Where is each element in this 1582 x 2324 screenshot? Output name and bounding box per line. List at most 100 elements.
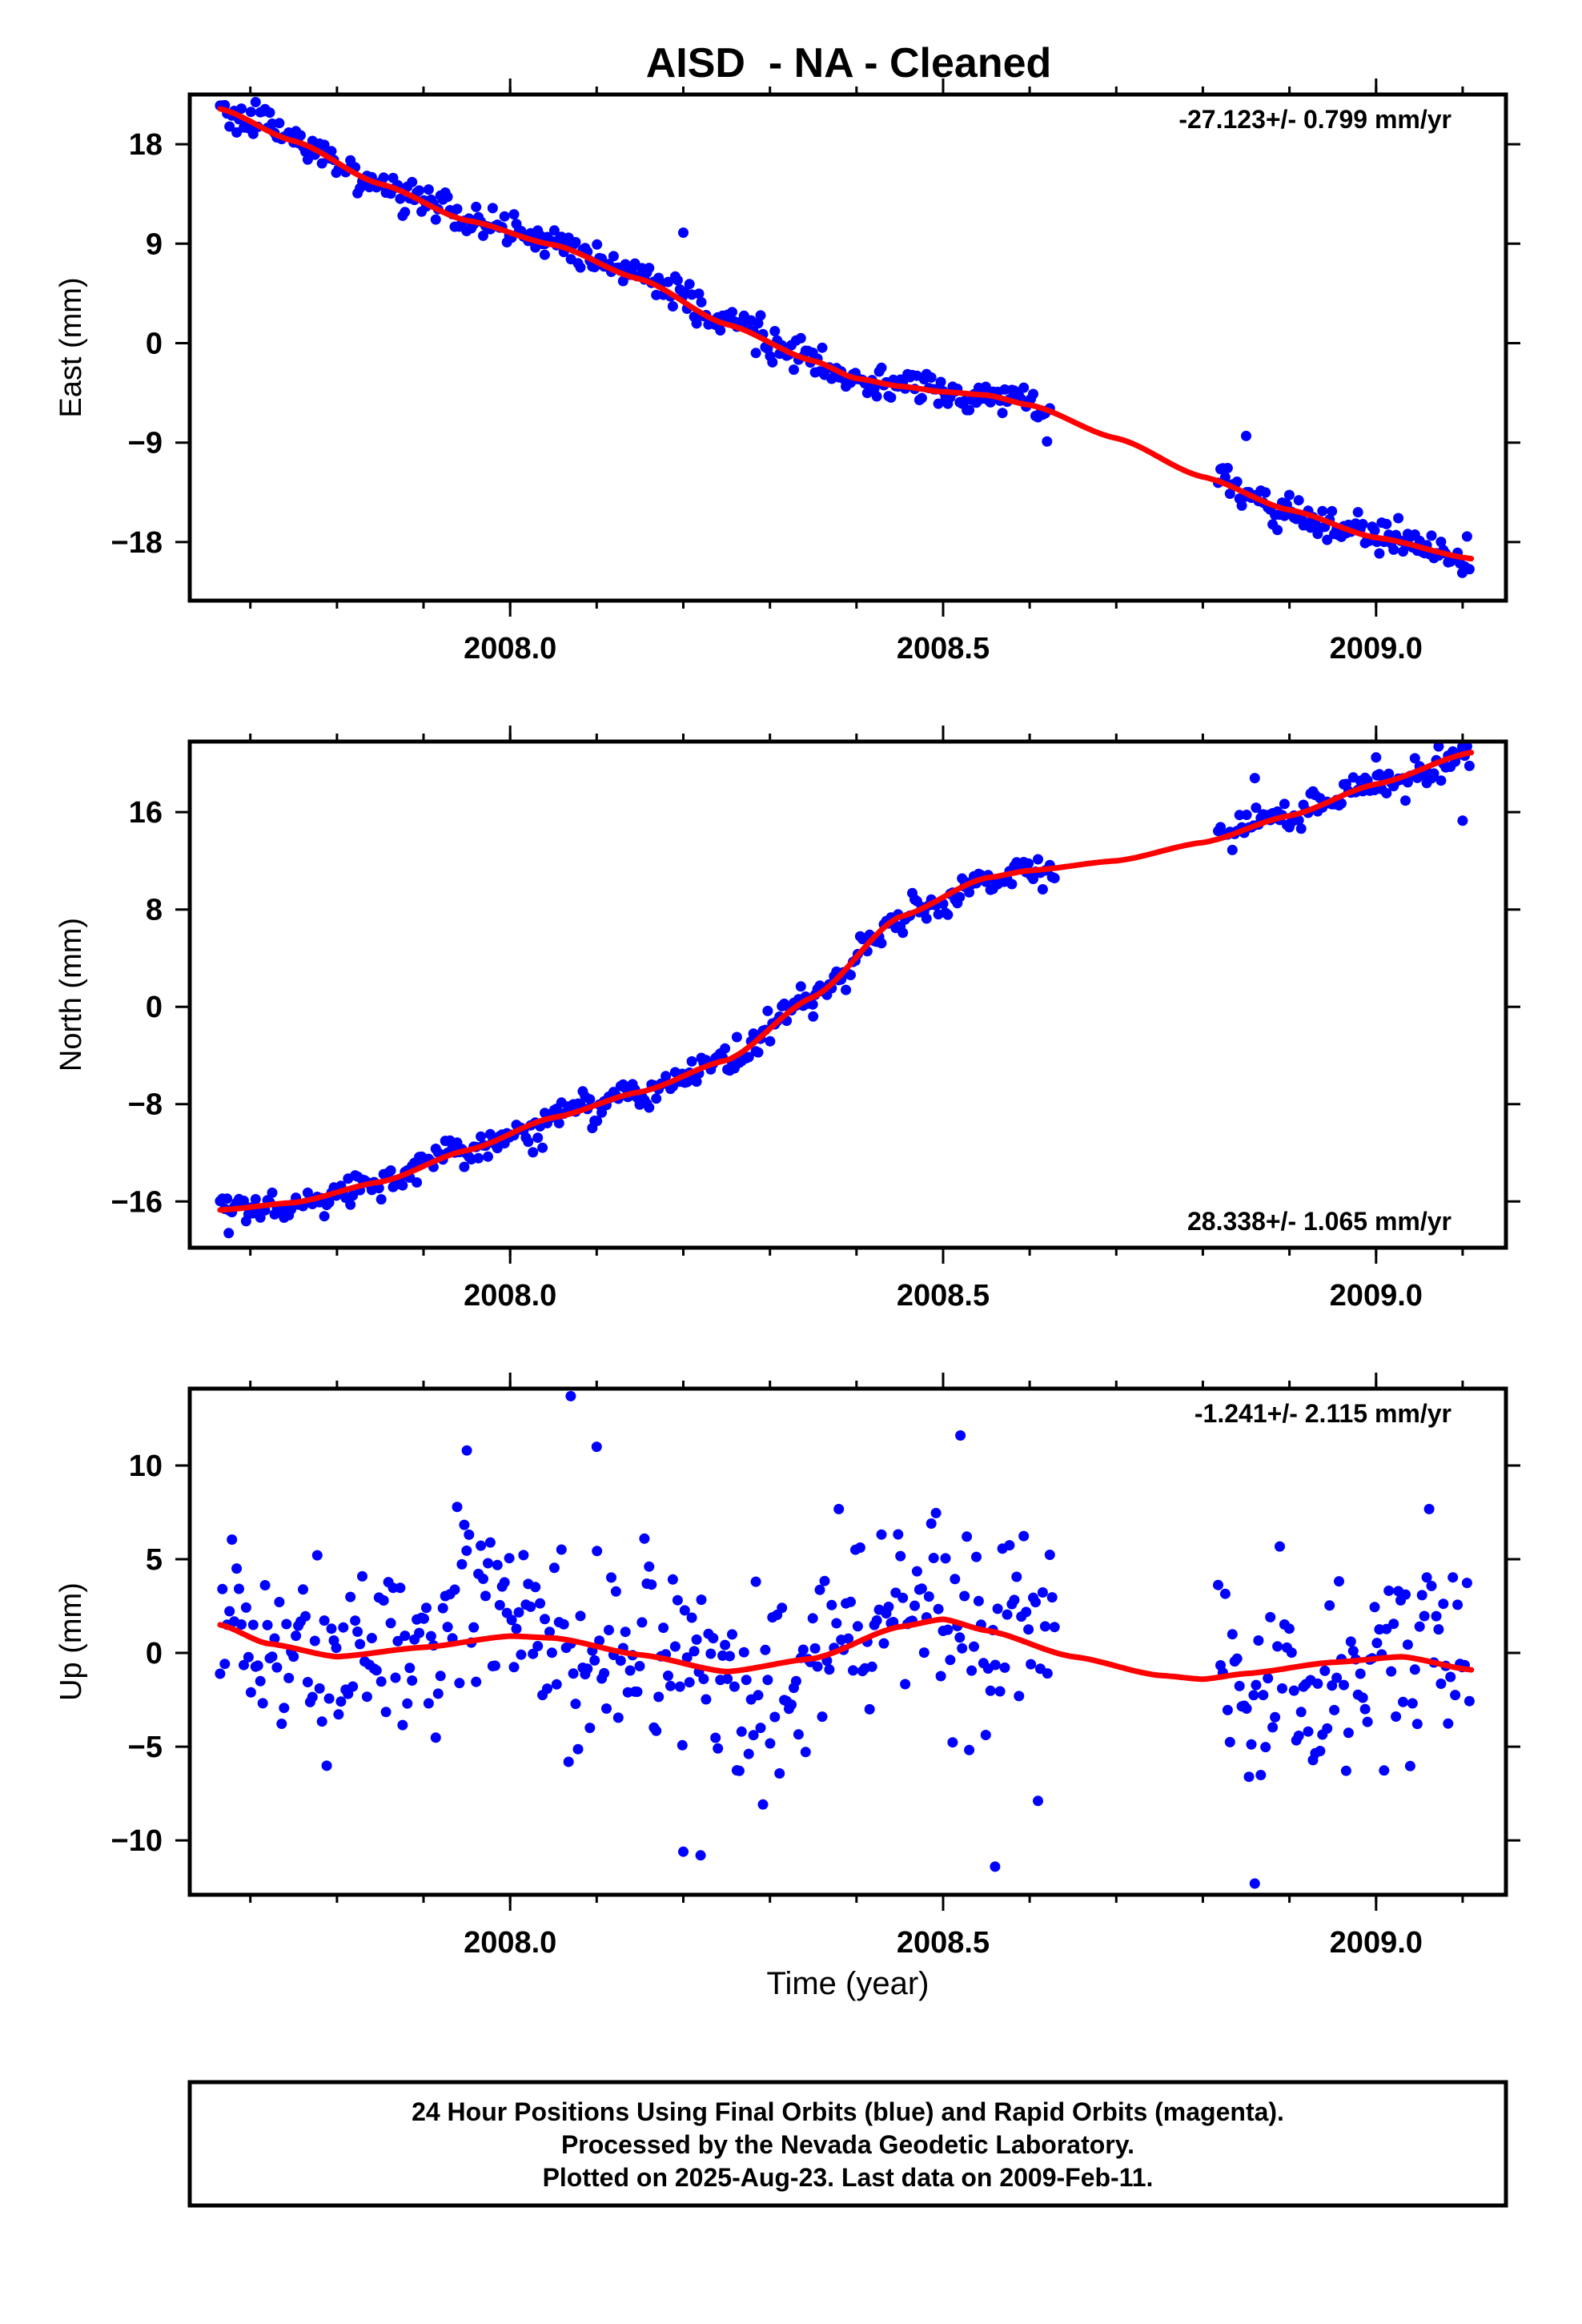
data-point — [397, 1719, 408, 1731]
data-point — [933, 398, 944, 409]
data-point — [691, 318, 702, 329]
data-point — [435, 1671, 446, 1682]
x-tick-label: 2008.5 — [897, 1279, 990, 1313]
data-point — [916, 392, 927, 404]
data-point — [1426, 530, 1437, 541]
data-point — [357, 1570, 367, 1582]
x-tick-label: 2008.0 — [464, 632, 556, 665]
data-point — [535, 1598, 546, 1609]
data-point — [1033, 1795, 1043, 1807]
data-point — [464, 1529, 475, 1540]
data-point — [1464, 1695, 1475, 1707]
data-point — [528, 1648, 539, 1659]
data-point — [347, 1681, 359, 1692]
data-point — [508, 209, 520, 220]
y-tick-label: 16 — [129, 796, 163, 830]
data-point — [378, 172, 389, 183]
data-point — [750, 1576, 761, 1587]
data-point — [795, 332, 806, 344]
data-point — [1260, 1742, 1271, 1753]
data-point — [407, 176, 418, 187]
data-point — [845, 970, 856, 980]
data-point — [271, 1662, 283, 1673]
data-point — [1419, 1610, 1430, 1622]
data-point — [245, 107, 256, 118]
data-point — [689, 1646, 700, 1657]
data-point — [494, 1599, 505, 1610]
data-point — [741, 1675, 752, 1686]
data-point — [1355, 1668, 1366, 1679]
data-point — [661, 1071, 672, 1082]
data-point — [1347, 1646, 1359, 1657]
data-point — [1224, 489, 1235, 499]
data-point — [492, 1559, 503, 1570]
rate-label: -1.241+/- 2.115 mm/yr — [1195, 1399, 1452, 1428]
data-point — [918, 1647, 930, 1659]
data-point — [419, 1613, 429, 1624]
data-point — [274, 1597, 285, 1607]
y-tick-label: 9 — [146, 227, 163, 261]
data-point — [247, 1619, 259, 1630]
data-point — [528, 1147, 539, 1158]
data-point — [743, 1051, 754, 1063]
data-point — [971, 1551, 982, 1562]
data-points — [215, 97, 1475, 578]
data-point — [644, 1561, 655, 1572]
data-point — [1443, 1718, 1454, 1729]
data-point — [291, 1630, 302, 1642]
data-point — [950, 1574, 961, 1585]
data-point — [639, 1533, 650, 1544]
data-point — [876, 362, 887, 373]
data-point — [916, 1583, 927, 1594]
data-point — [1435, 775, 1447, 786]
data-point — [1322, 534, 1333, 545]
data-point — [964, 1744, 975, 1755]
data-point — [540, 1614, 550, 1625]
data-point — [876, 1529, 887, 1540]
data-point — [658, 1622, 669, 1634]
data-point — [1423, 1503, 1435, 1514]
data-point — [1357, 519, 1368, 529]
data-point — [1312, 1678, 1323, 1689]
y-tick-label: 10 — [129, 1449, 163, 1483]
data-point — [696, 296, 707, 308]
data-point — [1215, 822, 1226, 833]
data-point — [592, 1546, 603, 1557]
data-point — [615, 1655, 626, 1667]
data-point — [1018, 1530, 1030, 1542]
data-point — [421, 1602, 432, 1614]
data-point — [954, 1632, 966, 1643]
data-point — [1042, 1668, 1053, 1679]
data-point — [449, 1584, 460, 1595]
data-point — [558, 1618, 569, 1630]
data-point — [314, 1683, 325, 1694]
data-point — [738, 1647, 749, 1658]
data-point — [674, 1681, 685, 1692]
data-point — [267, 1651, 278, 1663]
data-point — [1033, 854, 1043, 865]
data-point — [665, 1680, 676, 1691]
data-point — [387, 1582, 399, 1594]
data-point — [400, 207, 411, 218]
y-tick-label: 8 — [146, 894, 163, 927]
data-point — [1006, 879, 1018, 890]
x-tick-label: 2009.0 — [1330, 632, 1423, 665]
data-point — [1039, 1621, 1050, 1632]
data-point — [343, 1688, 354, 1699]
data-point — [473, 1152, 484, 1164]
data-point — [1461, 741, 1472, 752]
data-point — [962, 1531, 973, 1542]
data-point — [1288, 1685, 1299, 1696]
y-tick-label: −16 — [111, 1185, 163, 1219]
data-point — [698, 1674, 709, 1684]
data-point — [269, 1633, 280, 1644]
data-point — [217, 1583, 228, 1594]
data-point — [883, 1602, 894, 1612]
data-point — [478, 230, 488, 241]
data-point — [1369, 525, 1380, 536]
data-point — [1265, 1611, 1276, 1622]
data-point — [234, 1583, 244, 1594]
data-point — [1388, 1618, 1399, 1630]
y-tick-label: −18 — [111, 526, 163, 560]
data-point — [442, 191, 453, 203]
